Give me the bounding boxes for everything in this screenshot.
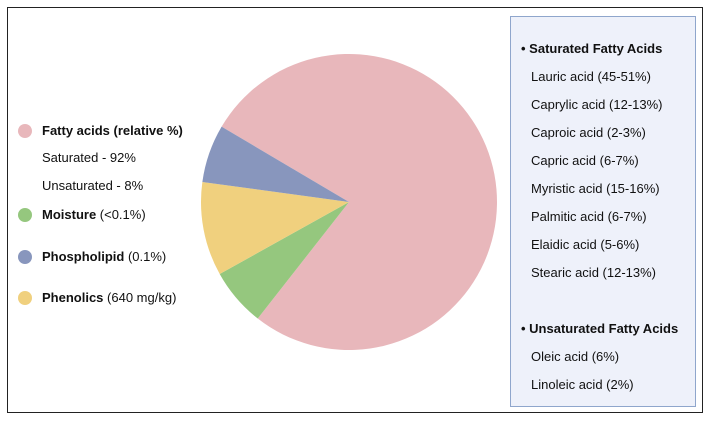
pie-slice-fatty-acids bbox=[221, 54, 498, 351]
legend-sub-unsaturated: Unsaturated - 8% bbox=[42, 178, 144, 193]
panel-item-unsaturated: Oleic acid (6%) bbox=[531, 349, 620, 364]
panel-heading-saturated: • Saturated Fatty Acids bbox=[521, 41, 663, 56]
legend-swatch-moisture bbox=[18, 208, 32, 222]
panel-item-saturated: Elaidic acid (5-6%) bbox=[531, 237, 640, 252]
fatty-acid-panel: • Saturated Fatty Acids Lauric acid (45-… bbox=[510, 16, 696, 407]
panel-item-saturated: Caproic acid (2-3%) bbox=[531, 125, 646, 140]
legend-value-moisture: (<0.1%) bbox=[96, 207, 146, 222]
panel-item-saturated: Capric acid (6-7%) bbox=[531, 153, 639, 168]
panel-item-saturated: Caprylic acid (12-13%) bbox=[531, 97, 663, 112]
pie-slice-moisture bbox=[219, 202, 349, 319]
legend-label-phospholipid: Phospholipid bbox=[42, 249, 125, 264]
panel-item-saturated: Palmitic acid (6-7%) bbox=[531, 209, 647, 224]
legend-swatch-phospholipid bbox=[18, 250, 32, 264]
panel-heading-unsaturated: • Unsaturated Fatty Acids bbox=[521, 321, 679, 336]
panel-item-unsaturated: Linoleic acid (2%) bbox=[531, 377, 634, 392]
panel-item-saturated: Myristic acid (15-16%) bbox=[531, 181, 660, 196]
legend-label-moisture: Moisture bbox=[42, 207, 97, 222]
legend-value-phospholipid: (0.1%) bbox=[124, 249, 167, 264]
panel-item-saturated: Lauric acid (45-51%) bbox=[531, 69, 651, 84]
legend-value-phenolics: (640 mg/kg) bbox=[103, 290, 177, 305]
legend-sub-saturated: Saturated - 92% bbox=[42, 150, 136, 165]
legend-swatch-fatty-acids bbox=[18, 124, 32, 138]
pie-slice-phospholipid bbox=[202, 126, 349, 202]
legend-swatch-phenolics bbox=[18, 291, 32, 305]
legend-label-phenolics: Phenolics bbox=[42, 290, 104, 305]
panel-item-saturated: Stearic acid (12-13%) bbox=[531, 265, 656, 280]
pie-slice-phenolics bbox=[201, 181, 349, 274]
legend-label-fatty-acids: Fatty acids (relative %) bbox=[42, 123, 183, 138]
